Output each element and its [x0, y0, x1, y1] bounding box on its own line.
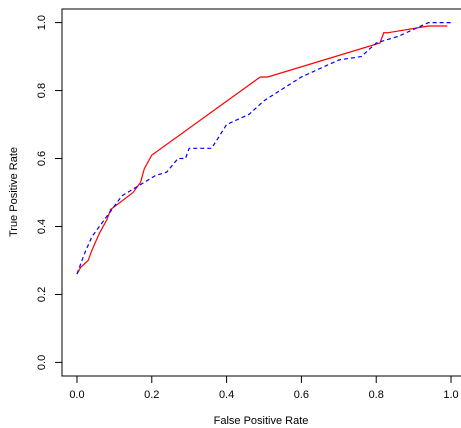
roc-line: [76, 21, 452, 275]
y-axis-label: True Positive Rate: [8, 147, 20, 237]
x-axis-label: False Positive Rate: [214, 415, 309, 427]
x-tick-label: 0.2: [144, 389, 159, 401]
y-tick-label: 0.2: [36, 287, 48, 302]
x-tick-label: 1.0: [443, 389, 458, 401]
x-tick-label: 0.6: [294, 389, 309, 401]
y-tick-label: 0.0: [36, 355, 48, 370]
x-tick-label: 0.4: [219, 389, 234, 401]
y-tick-label: 0.6: [36, 151, 48, 166]
x-tick-label: 0.0: [69, 389, 84, 401]
roc-line: [76, 25, 448, 275]
y-tick-label: 0.8: [36, 83, 48, 98]
y-tick-label: 0.4: [36, 219, 48, 234]
y-tick-label: 1.0: [36, 15, 48, 30]
plot-box: [61, 8, 461, 377]
x-tick-label: 0.8: [369, 389, 384, 401]
